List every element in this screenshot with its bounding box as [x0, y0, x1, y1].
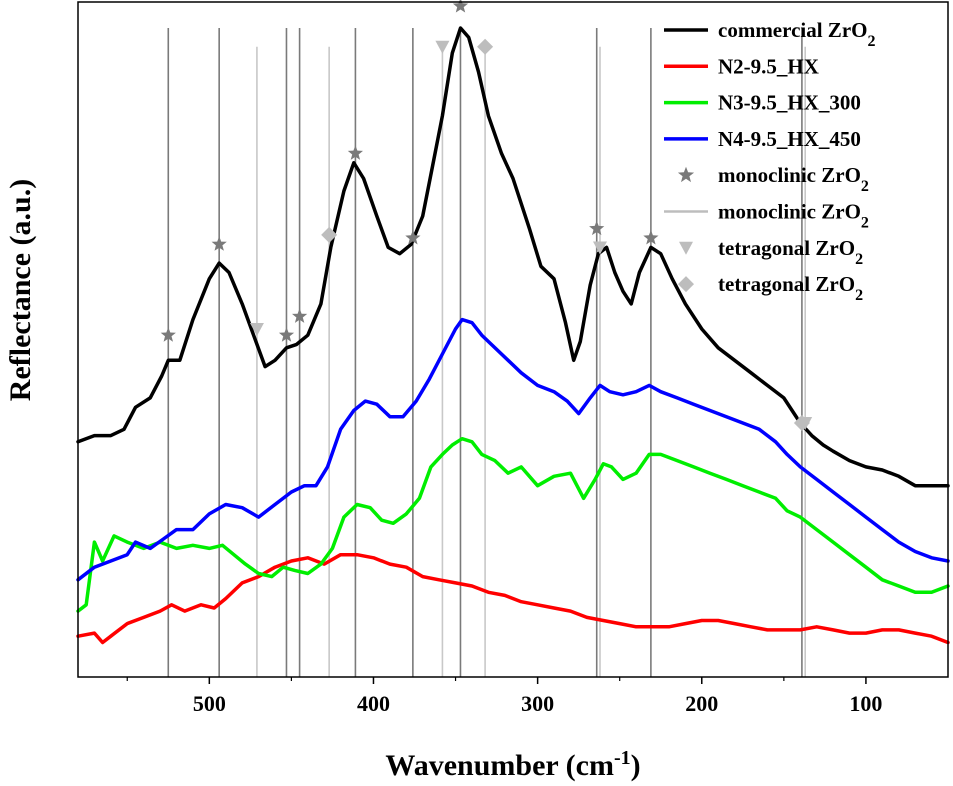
x-tick-label-2: 300 — [521, 691, 554, 716]
monoclinic-star-marker-4 — [347, 145, 363, 160]
series-line-0 — [76, 26, 950, 488]
x-tick-label-3: 200 — [685, 691, 718, 716]
series-line-3 — [76, 317, 950, 582]
tetragonal-diamond-marker-1 — [477, 38, 494, 55]
legend-item-6: tetragonal ZrO2 — [679, 236, 863, 267]
legend-label: tetragonal ZrO2 — [718, 272, 863, 304]
x-tick-label-0: 500 — [193, 691, 226, 716]
monoclinic-star-marker-8 — [643, 230, 659, 245]
legend-item-3: N4-9.5_HX_450 — [664, 127, 861, 151]
legend-item-2: N3-9.5_HX_300 — [664, 91, 861, 115]
legend-label: monoclinic ZrO2 — [718, 200, 869, 232]
monoclinic-star-marker-1 — [211, 236, 227, 251]
legend-triangle-icon — [679, 241, 693, 255]
legend-item-4: monoclinic ZrO2 — [677, 163, 869, 195]
legend-item-7: tetragonal ZrO2 — [678, 272, 863, 304]
x-axis-ticks: 500 400 300 200 100 — [126, 677, 882, 716]
legend-label: commercial ZrO2 — [718, 18, 875, 50]
legend-label: N3-9.5_HX_300 — [718, 91, 861, 115]
tetragonal-diamond-marker-2 — [793, 415, 810, 432]
monoclinic-star-marker-3 — [292, 308, 308, 323]
tetragonal-triangle-marker-1 — [435, 40, 450, 54]
legend-diamond-icon — [678, 276, 694, 293]
x-axis-title: Wavenumber (cm-1) — [385, 747, 640, 782]
y-axis-title: Reflectance (a.u.) — [4, 179, 37, 401]
tetragonal-triangle-marker-0 — [249, 322, 264, 336]
legend: commercial ZrO2 N2-9.5_HX N3-9.5_HX_300 N4-… — [664, 18, 875, 304]
monoclinic-star-marker-0 — [160, 327, 176, 342]
legend-star-icon — [677, 166, 695, 183]
x-tick-label-4: 100 — [849, 691, 882, 716]
plot-frame — [77, 1, 949, 678]
reference-lines — [167, 28, 806, 677]
phase-markers — [160, 0, 813, 432]
series-line-2 — [76, 436, 950, 613]
tetragonal-diamond-marker-0 — [321, 226, 338, 243]
monoclinic-star-marker-6 — [452, 0, 469, 13]
legend-label: monoclinic ZrO2 — [718, 163, 869, 195]
tetragonal-triangle-marker-2 — [593, 241, 607, 255]
legend-label: N2-9.5_HX — [718, 54, 819, 78]
legend-item-1: N2-9.5_HX — [664, 54, 819, 78]
spectra-series — [76, 26, 950, 645]
legend-label: N4-9.5_HX_450 — [718, 127, 861, 151]
series-line-1 — [76, 552, 950, 645]
x-tick-label-1: 400 — [357, 691, 390, 716]
legend-item-5: monoclinic ZrO2 — [664, 200, 869, 232]
monoclinic-star-marker-5 — [405, 230, 421, 245]
monoclinic-star-marker-7 — [589, 220, 605, 236]
legend-item-0: commercial ZrO2 — [664, 18, 875, 50]
legend-label: tetragonal ZrO2 — [718, 236, 863, 267]
monoclinic-star-marker-2 — [278, 327, 295, 342]
